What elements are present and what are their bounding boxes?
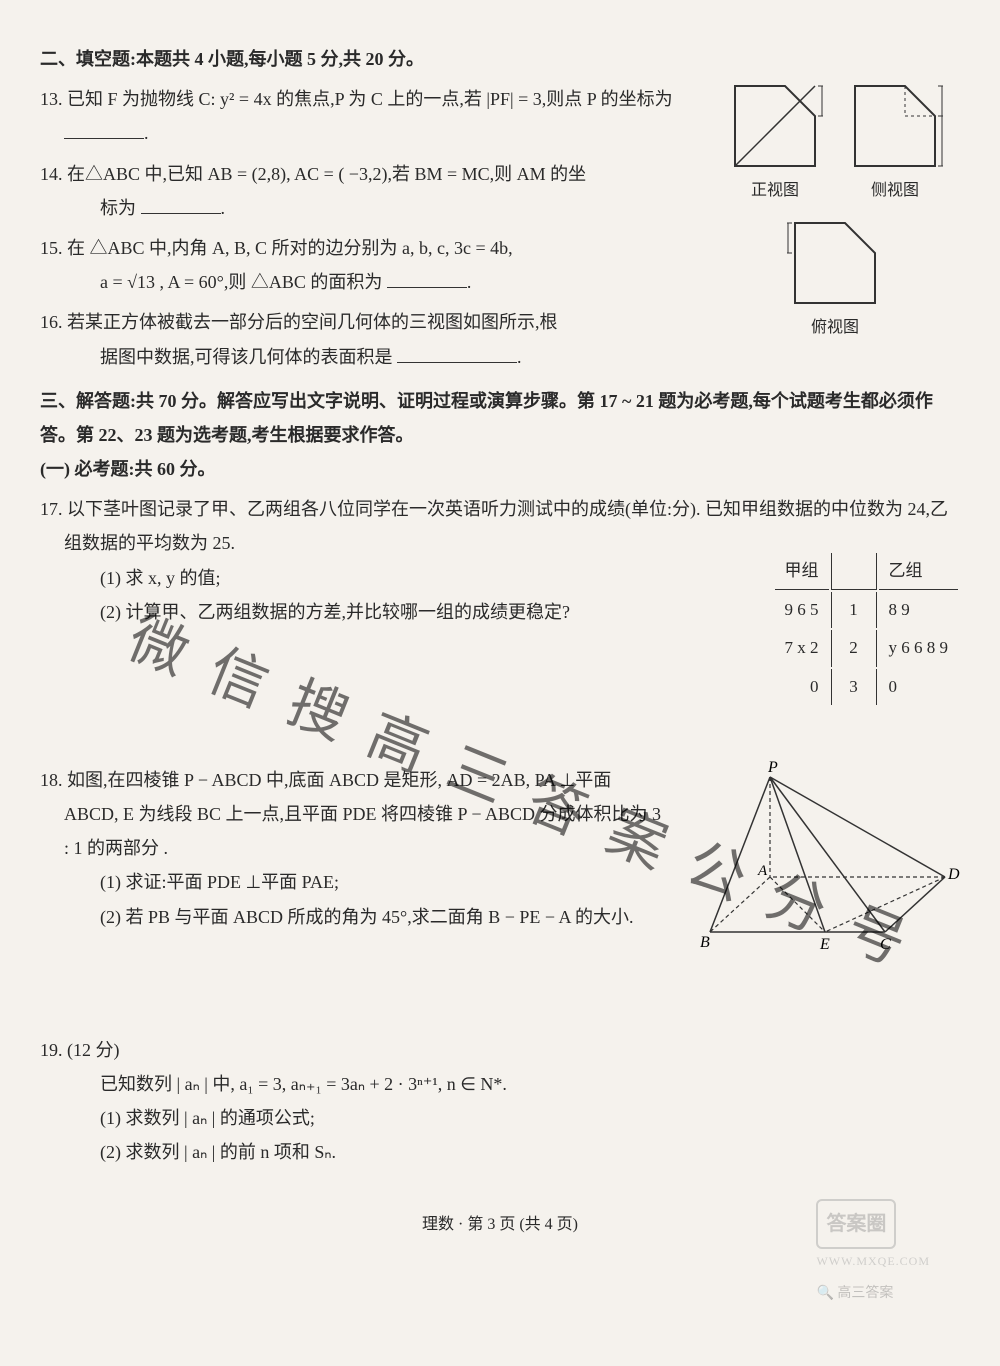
watermark-corner: 答案圈 WWW.MXQE.COM 🔍 高三答案: [816, 1199, 930, 1308]
q19: 19. (12 分): [64, 1033, 960, 1067]
label-A: A: [757, 863, 768, 879]
q16-text-b: 据图中数据,可得该几何体的表面积是: [100, 347, 393, 367]
side-view-label: 侧视图: [845, 176, 945, 206]
q14-text-a: 14. 在△ABC 中,已知 AB = (2,8), AC = ( −3,2),…: [40, 164, 586, 184]
q19-head: 19. (12 分): [40, 1040, 120, 1060]
q18-text: 18. 如图,在四棱锥 P − ABCD 中,底面 ABCD 是矩形, AD =…: [40, 770, 661, 858]
three-view-figures: 2 正视图 2 2 侧视图 俯视图: [710, 76, 960, 343]
q17-text: 17. 以下茎叶图记录了甲、乙两组各八位同学在一次英语听力测试中的成绩(单位:分…: [40, 499, 948, 553]
q15-text-b: a = √13 , A = 60°,则 △ABC 的面积为: [100, 272, 382, 292]
sl-header-left: 甲组: [775, 553, 829, 590]
q16-text-a: 16. 若某正方体被截去一部分后的空间几何体的三视图如图所示,根: [40, 312, 558, 332]
section3-part1: (一) 必考题:共 60 分。: [40, 452, 960, 486]
sl-l0: 9 6 5: [775, 592, 829, 628]
blank: [64, 120, 144, 139]
sl-s1: 2: [831, 630, 877, 666]
section3-title: 三、解答题:共 70 分。解答应写出文字说明、证明过程或演算步骤。第 17 ~ …: [40, 384, 960, 452]
label-P: P: [767, 759, 778, 776]
q15-text-a: 15. 在 △ABC 中,内角 A, B, C 所对的边分别为 a, b, c,…: [40, 238, 513, 258]
blank: [141, 195, 221, 214]
sl-s0: 1: [831, 592, 877, 628]
label-E: E: [819, 936, 830, 953]
top-view-label: 俯视图: [785, 313, 885, 343]
section2-title: 二、填空题:本题共 4 小题,每小题 5 分,共 20 分。: [40, 42, 960, 76]
sl-header-right: 乙组: [879, 553, 959, 590]
q19-body: 已知数列 | aₙ | 中, a₁ = 3, aₙ₊₁ = 3aₙ + 2 · …: [100, 1067, 960, 1101]
q19-sub1: (1) 求数列 | aₙ | 的通项公式;: [100, 1101, 960, 1135]
q14-text-b: 标为: [100, 198, 136, 218]
side-view: 2 2 侧视图: [845, 76, 945, 206]
wm-box: 答案圈: [816, 1199, 896, 1249]
sl-l1: 7 x 2: [775, 630, 829, 666]
page: 二、填空题:本题共 4 小题,每小题 5 分,共 20 分。 2 正视图 2 2: [40, 42, 960, 1328]
sl-r0: 8 9: [879, 592, 959, 628]
front-view: 2 正视图: [725, 76, 825, 206]
front-view-label: 正视图: [725, 176, 825, 206]
q13-text: 13. 已知 F 为抛物线 C: y² = 4x 的焦点,P 为 C 上的一点,…: [40, 89, 673, 109]
label-D: D: [947, 866, 960, 883]
label-C: C: [880, 936, 891, 953]
blank: [387, 269, 467, 288]
wm-url: WWW.MXQE.COM: [816, 1254, 930, 1268]
blank: [397, 344, 517, 363]
label-B: B: [700, 934, 710, 951]
sl-s2: 3: [831, 669, 877, 705]
q19-sub2: (2) 求数列 | aₙ | 的前 n 项和 Sₙ.: [100, 1135, 960, 1169]
stem-leaf-plot: 甲组 乙组 9 6 518 9 7 x 22y 6 6 8 9 030: [773, 551, 961, 707]
q16-line2: 据图中数据,可得该几何体的表面积是 .: [100, 340, 960, 374]
sl-r2: 0: [879, 669, 959, 705]
pyramid-figure: P A B C D E: [680, 757, 960, 957]
sl-r1: y 6 6 8 9: [879, 630, 959, 666]
top-view: 俯视图: [785, 213, 885, 343]
wm-gaosan: 高三答案: [837, 1286, 893, 1301]
sl-l2: 0: [775, 669, 829, 705]
